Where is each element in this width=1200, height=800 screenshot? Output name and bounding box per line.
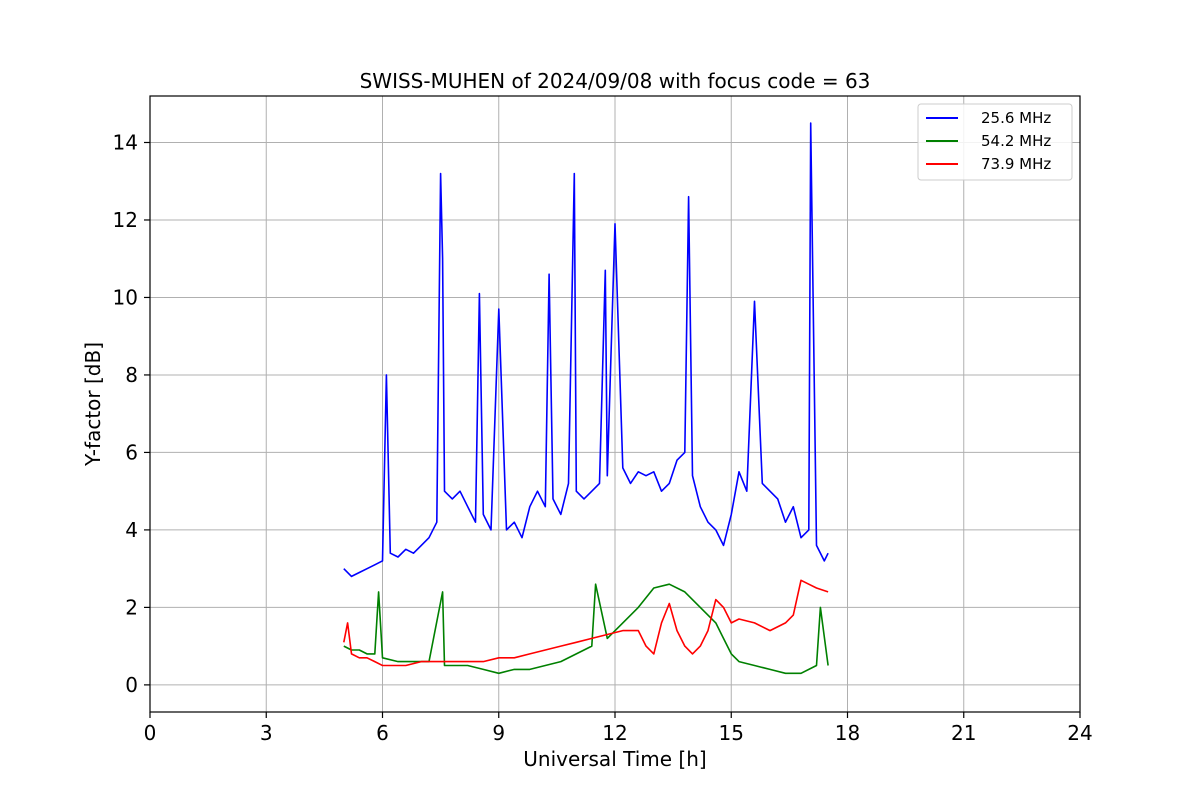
y-tick-label: 8 (125, 363, 138, 387)
y-tick-label: 6 (125, 440, 138, 464)
chart-title: SWISS-MUHEN of 2024/09/08 with focus cod… (360, 69, 871, 93)
x-tick-label: 3 (260, 721, 273, 745)
x-tick-label: 18 (835, 721, 860, 745)
y-tick-label: 0 (125, 673, 138, 697)
y-tick-label: 2 (125, 595, 138, 619)
y-tick-label: 10 (113, 285, 138, 309)
x-tick-label: 15 (719, 721, 744, 745)
x-tick-label: 21 (951, 721, 976, 745)
x-tick-label: 9 (492, 721, 505, 745)
legend-label: 25.6 MHz (981, 109, 1051, 127)
series-line-2 (343, 583, 829, 675)
x-tick-label: 12 (602, 721, 627, 745)
series-line-1 (343, 122, 829, 578)
x-tick-label: 0 (144, 721, 157, 745)
series-layer (343, 122, 829, 675)
legend: 25.6 MHz 54.2 MHz 73.9 MHz (917, 103, 1073, 181)
y-tick-label: 4 (125, 518, 138, 542)
series-line-3 (343, 579, 829, 667)
y-tick-label: 14 (113, 130, 138, 154)
x-tick-label: 24 (1067, 721, 1092, 745)
legend-label: 73.9 MHz (981, 155, 1051, 173)
legend-label: 54.2 MHz (981, 132, 1051, 150)
x-tick-label: 6 (376, 721, 389, 745)
y-axis-label: Y-factor [dB] (81, 342, 105, 467)
legend-box (917, 103, 1073, 181)
x-axis-label: Universal Time [h] (523, 747, 706, 771)
y-tick-label: 12 (113, 208, 138, 232)
